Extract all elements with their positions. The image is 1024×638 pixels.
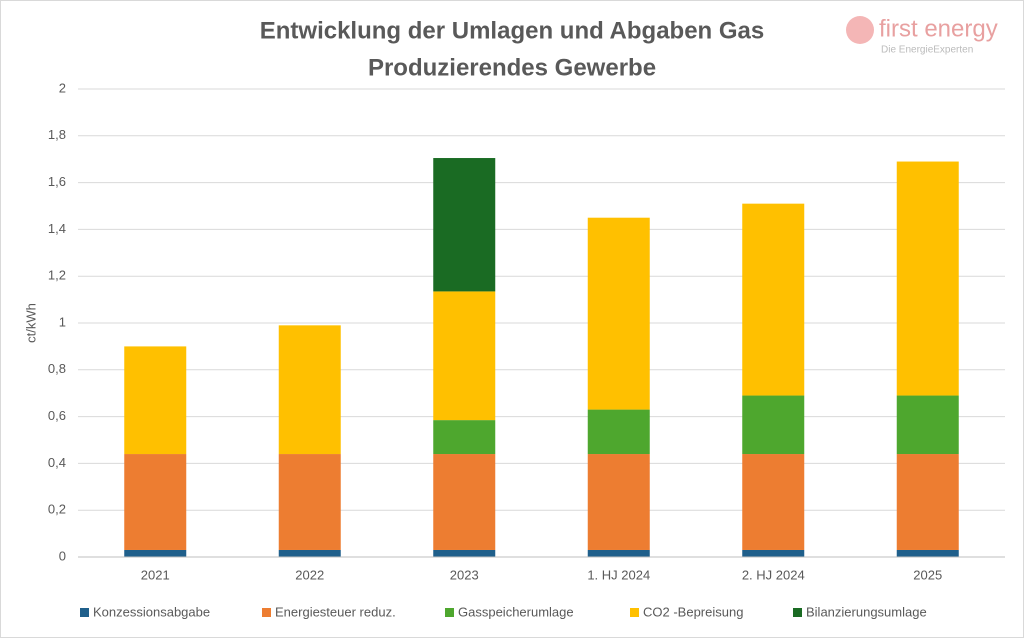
- chart-title: Entwicklung der Umlagen und Abgaben Gas: [260, 17, 765, 44]
- bar-segment: [896, 549, 959, 557]
- y-tick-label: 1,2: [48, 268, 66, 283]
- x-tick-label: 2021: [141, 567, 170, 582]
- legend-swatch: [630, 608, 639, 617]
- chart-subtitle: Produzierendes Gewerbe: [368, 54, 656, 81]
- bar-segment: [896, 395, 959, 455]
- bar-segment: [742, 395, 805, 455]
- bar-segment: [742, 203, 805, 396]
- y-tick-label: 1,6: [48, 174, 66, 189]
- bar-segment: [587, 454, 650, 550]
- logo-name: first energy: [879, 15, 998, 42]
- y-tick-label: 0,2: [48, 502, 66, 517]
- y-axis-label: ct/kWh: [23, 303, 38, 343]
- x-tick-label: 2022: [295, 567, 324, 582]
- bar-segment: [124, 454, 187, 550]
- y-tick-label: 2: [59, 80, 66, 95]
- legend-label: CO2 -Bepreisung: [643, 604, 743, 619]
- bar-segment: [278, 325, 341, 455]
- bar-segment: [278, 549, 341, 557]
- bar-segment: [587, 409, 650, 455]
- y-tick-label: 1,8: [48, 127, 66, 142]
- bar-segment: [433, 158, 496, 292]
- bar-segment: [896, 454, 959, 550]
- legend-label: Konzessionsabgabe: [93, 604, 210, 619]
- x-tick-label: 2025: [913, 567, 942, 582]
- logo-icon: [846, 16, 874, 44]
- bar-segment: [433, 549, 496, 557]
- bar-segment: [278, 454, 341, 550]
- bar-segment: [124, 549, 187, 557]
- bar-segment: [433, 420, 496, 455]
- y-tick-label: 1,4: [48, 221, 66, 236]
- y-tick-label: 0,4: [48, 455, 66, 470]
- y-tick-label: 0: [59, 548, 66, 563]
- legend-swatch: [80, 608, 89, 617]
- bar-segment: [896, 161, 959, 396]
- y-tick-label: 0,6: [48, 408, 66, 423]
- x-tick-label: 2. HJ 2024: [742, 567, 805, 582]
- y-tick-label: 0,8: [48, 361, 66, 376]
- legend-swatch: [793, 608, 802, 617]
- legend-swatch: [445, 608, 454, 617]
- x-tick-label: 2023: [450, 567, 479, 582]
- y-tick-label: 1: [59, 314, 66, 329]
- bar-segment: [433, 454, 496, 550]
- legend-label: Energiesteuer reduz.: [275, 604, 396, 619]
- bar-segment: [587, 217, 650, 410]
- logo: first energy Die EnergieExperten: [846, 15, 998, 56]
- bar-segment: [433, 291, 496, 421]
- legend-label: Gasspeicherumlage: [458, 604, 574, 619]
- legend-label: Bilanzierungsumlage: [806, 604, 927, 619]
- bar-segment: [742, 549, 805, 557]
- legend-swatch: [262, 608, 271, 617]
- x-tick-label: 1. HJ 2024: [587, 567, 650, 582]
- logo-tagline: Die EnergieExperten: [881, 45, 973, 56]
- bar-segment: [587, 549, 650, 557]
- bar-segment: [742, 454, 805, 550]
- bar-segment: [124, 346, 187, 455]
